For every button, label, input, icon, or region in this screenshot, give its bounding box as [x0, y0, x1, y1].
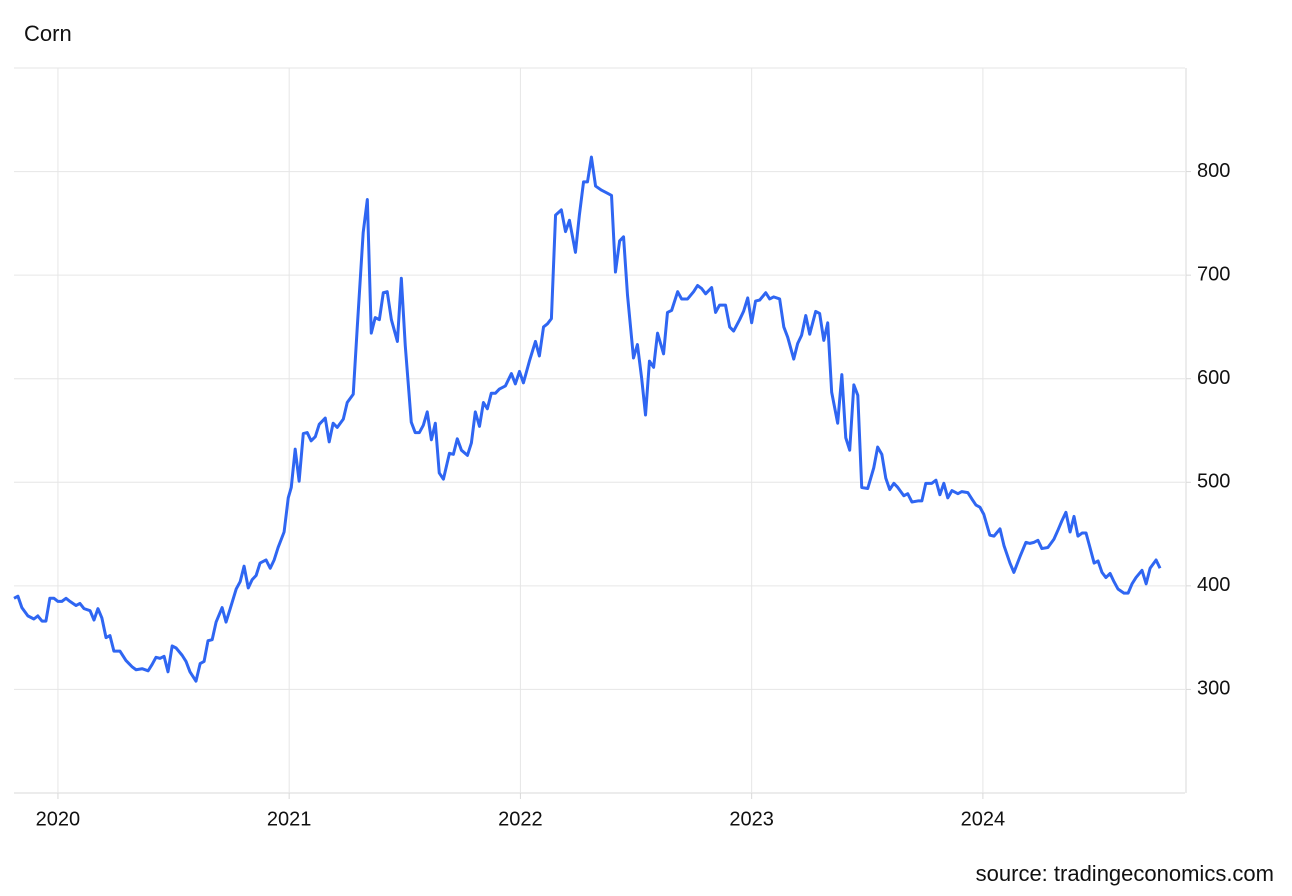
x-tick-label: 2021 — [267, 808, 312, 830]
source-note: source: tradingeconomics.com — [976, 861, 1274, 886]
x-tick-label: 2020 — [36, 808, 81, 830]
x-tick-label: 2024 — [961, 808, 1006, 830]
x-tick-label: 2022 — [498, 808, 543, 830]
y-tick-label: 700 — [1197, 263, 1230, 285]
y-tick-label: 500 — [1197, 471, 1230, 493]
y-tick-label: 800 — [1197, 160, 1230, 182]
y-tick-label: 600 — [1197, 367, 1230, 389]
y-tick-label: 400 — [1197, 574, 1230, 596]
price-line — [13, 155, 1162, 683]
x-tick-label: 2023 — [729, 808, 774, 830]
y-tick-label: 300 — [1197, 678, 1230, 700]
chart-title: Corn — [24, 21, 72, 46]
